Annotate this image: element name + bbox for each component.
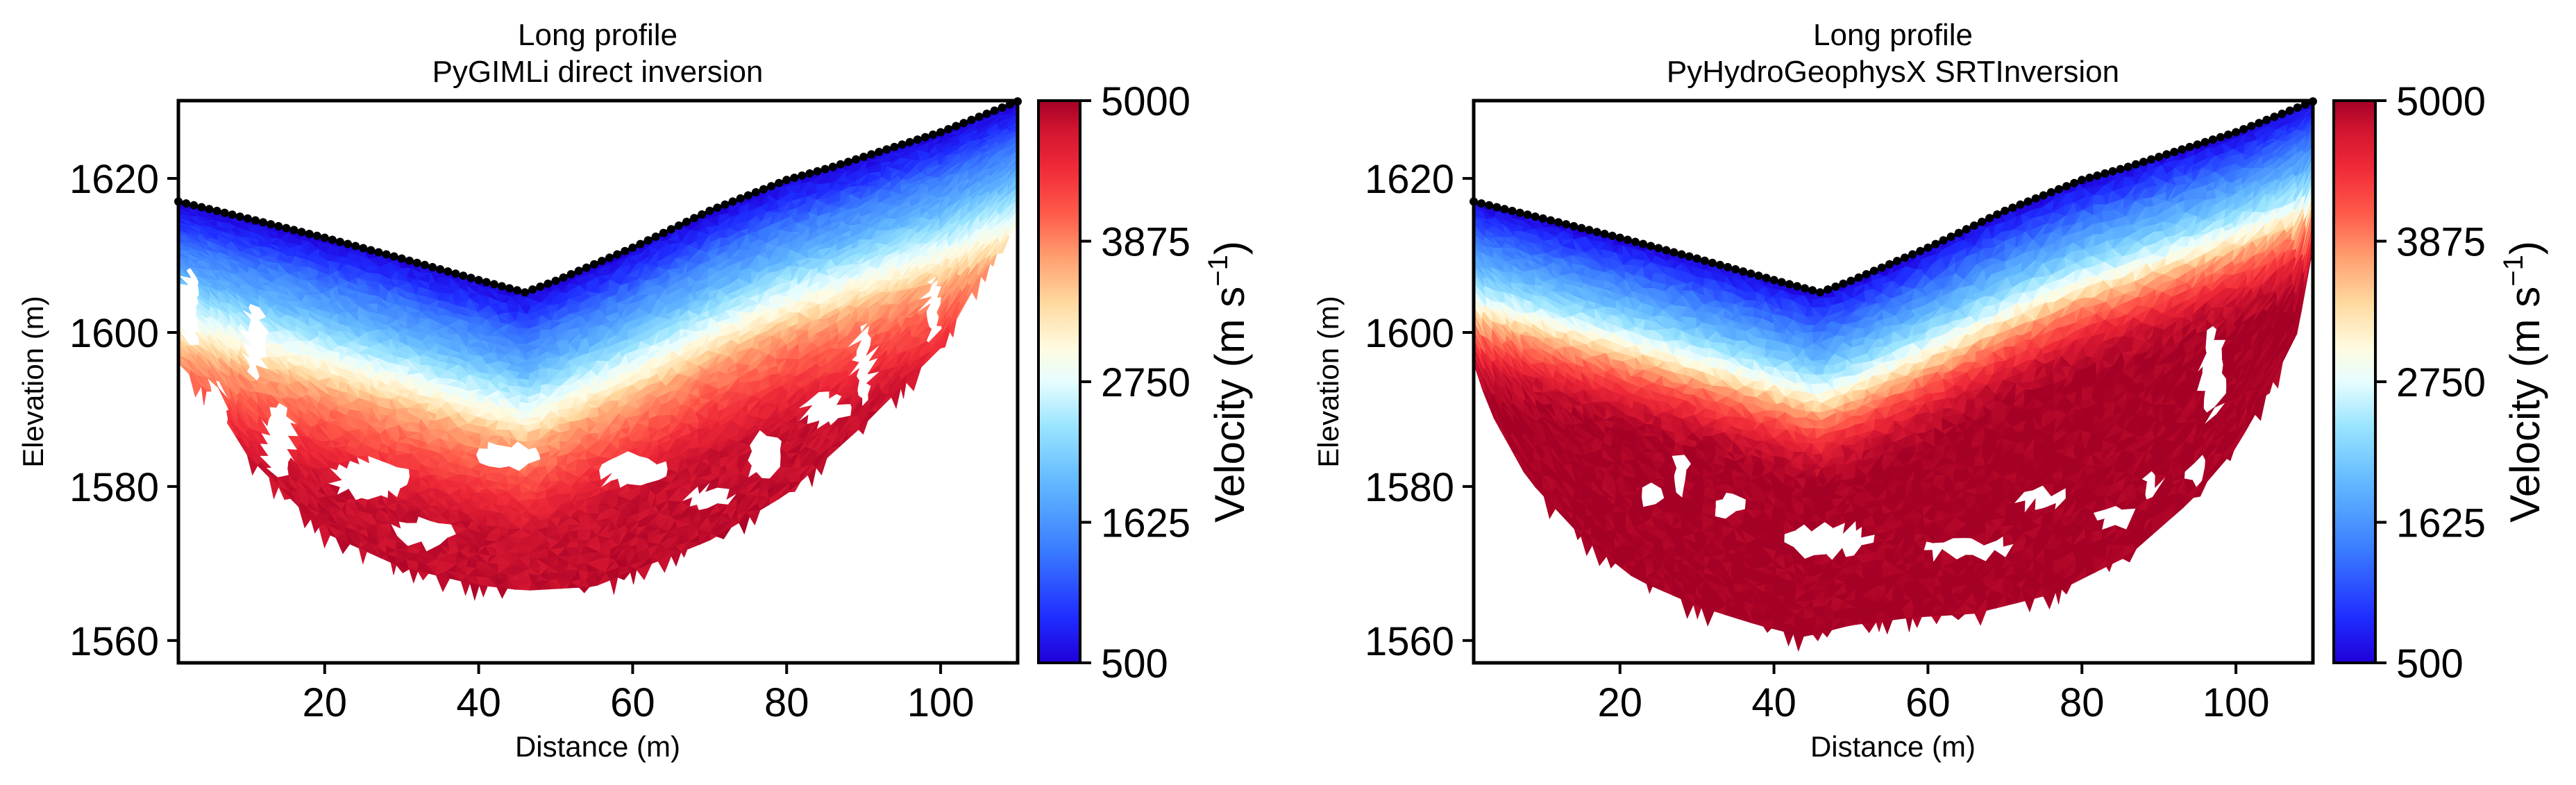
mesh-cell bbox=[258, 448, 269, 456]
panel-title-line2: PyGIMLi direct inversion bbox=[432, 55, 764, 89]
mesh-cell bbox=[451, 523, 457, 534]
mesh-cell bbox=[769, 498, 780, 505]
panel-title-line1: Long profile bbox=[518, 18, 677, 52]
mesh-cell bbox=[259, 435, 269, 444]
mesh-cell bbox=[249, 295, 261, 308]
mesh-cell bbox=[426, 544, 441, 553]
velocity-mesh bbox=[178, 101, 1019, 601]
mesh-cell bbox=[806, 391, 820, 403]
mesh-cell bbox=[241, 335, 251, 346]
mesh-cell bbox=[266, 398, 278, 408]
mesh-cell bbox=[206, 377, 219, 389]
mesh-cell bbox=[747, 472, 763, 479]
mesh-cell bbox=[239, 346, 250, 358]
mesh-cell bbox=[259, 416, 269, 427]
mesh-cell bbox=[237, 323, 249, 332]
mesh-cell bbox=[240, 307, 252, 315]
mesh-cell bbox=[616, 449, 630, 457]
mesh-cell bbox=[226, 418, 236, 437]
mesh-cell bbox=[348, 488, 357, 501]
mesh-cell bbox=[355, 455, 370, 464]
mesh-cell bbox=[759, 428, 768, 437]
panel-pygimli: Long profile PyGIMLi direct inversion 20… bbox=[17, 18, 1253, 763]
